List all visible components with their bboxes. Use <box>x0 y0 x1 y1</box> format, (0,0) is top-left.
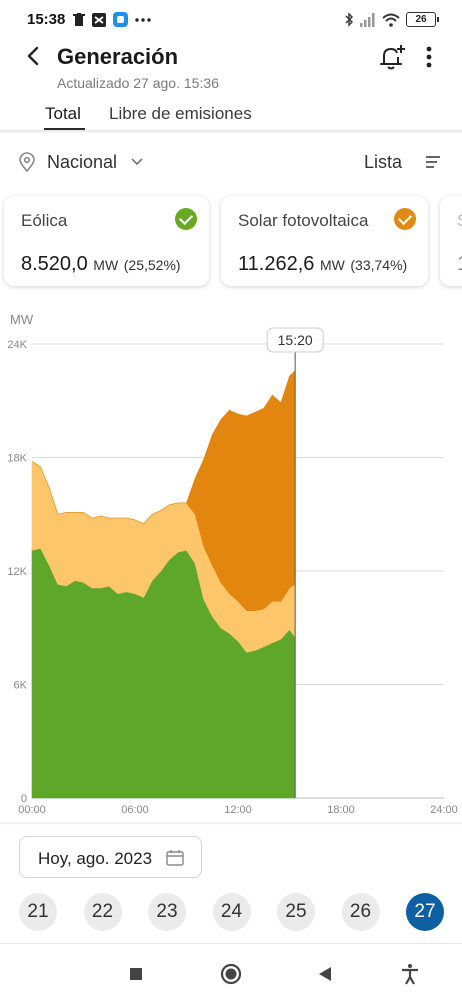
battery-indicator: 26 <box>406 12 439 27</box>
date-label: Hoy, ago. 2023 <box>38 849 153 868</box>
chart-divider <box>0 822 462 825</box>
app-icon <box>113 12 128 27</box>
generation-chart[interactable]: MW 0 6K 12K 18K 24K 00:00 06:00 12:00 18:00 24:00 1… <box>0 300 462 820</box>
day-27[interactable]: 27 <box>406 893 444 931</box>
cursor-tooltip-box <box>266 327 324 353</box>
day-24[interactable]: 24 <box>212 893 251 931</box>
x-tick-label: 06:00 <box>121 804 149 816</box>
card-value: 11.262,6 MW (33,74%) <box>238 253 407 276</box>
y-tick-label: 6K <box>14 680 28 692</box>
system-nav-bar <box>0 950 462 1000</box>
date-picker[interactable]: Hoy, ago. 2023 <box>19 836 202 878</box>
back-triangle-icon[interactable] <box>313 962 337 986</box>
card-percent: (25,52%) <box>123 257 181 273</box>
day-26[interactable]: 26 <box>341 893 380 931</box>
transfer-icon <box>92 12 106 27</box>
bluetooth-icon <box>345 12 353 27</box>
accessibility-icon[interactable] <box>398 962 422 986</box>
day-25[interactable]: 25 <box>277 893 315 931</box>
page-title: Generación <box>57 44 179 69</box>
more-options-icon[interactable] <box>421 44 437 70</box>
calendar-icon[interactable] <box>166 849 184 866</box>
y-tick-label: 24K <box>7 339 27 351</box>
y-tick-label: 18K <box>7 453 27 465</box>
generation-chart-svg[interactable]: MW 0 6K 12K 18K 24K 00:00 06:00 12:00 18:00 24:00 1… <box>0 300 462 820</box>
status-notification-icons <box>73 12 151 27</box>
card-unit: MW <box>93 257 119 273</box>
cursor-label: 15:20 <box>278 332 313 348</box>
card-name: Solar fotovoltaica <box>238 211 369 230</box>
card-mw: 8.520,0 <box>21 253 88 275</box>
card-value: 8.520,0 MW (25,52%) <box>21 253 181 276</box>
status-bar: 15:38 26 <box>0 0 462 40</box>
list-view-button[interactable]: Lista <box>364 152 403 172</box>
day-21[interactable]: 21 <box>19 893 57 931</box>
status-time: 15:38 <box>27 11 66 28</box>
card-eolica[interactable]: Eólica 8.520,0 MW (25,52%) <box>4 196 209 286</box>
x-tick-label: 24:00 <box>430 804 458 816</box>
recents-square-icon[interactable] <box>124 962 148 986</box>
chevron-down-icon[interactable] <box>130 154 144 168</box>
location-pin-icon <box>19 152 35 172</box>
card-mw: 1 <box>457 253 462 276</box>
active-tab-indicator <box>44 128 85 131</box>
card-unit: MW <box>319 257 345 273</box>
filter-row: Nacional Lista <box>0 140 462 184</box>
header-divider <box>0 130 462 134</box>
card-name: Eólica <box>21 211 68 230</box>
day-23[interactable]: 23 <box>148 893 186 931</box>
wifi-icon <box>382 13 400 27</box>
x-tick-label: 12:00 <box>224 804 252 816</box>
app-header: Generación Actualizado 27 ago. 15:36 Tot… <box>0 38 462 131</box>
x-tick-label: 18:00 <box>327 804 355 816</box>
tab-total[interactable]: Total <box>45 104 81 123</box>
add-alert-bell-icon[interactable] <box>378 43 406 71</box>
card-mw: 11.262,6 <box>238 253 315 275</box>
y-tick-label: 12K <box>7 566 27 578</box>
tab-libre-de-emisiones[interactable]: Libre de emisiones <box>109 104 252 123</box>
trash-icon <box>73 13 85 26</box>
signal-icon <box>360 12 375 27</box>
day-22[interactable]: 22 <box>83 893 122 931</box>
list-sort-icon[interactable] <box>425 155 441 169</box>
home-circle-icon[interactable] <box>219 962 243 986</box>
check-icon[interactable] <box>394 208 416 230</box>
y-tick-label: 0 <box>21 793 27 805</box>
more-dots-icon <box>135 17 151 22</box>
day-selector: 21 22 23 24 25 26 27 <box>0 893 462 933</box>
card-partial[interactable]: S 1 <box>440 196 462 286</box>
y-axis-label: MW <box>10 312 34 327</box>
back-arrow-icon[interactable] <box>22 44 46 68</box>
last-updated-text: Actualizado 27 ago. 15:36 <box>57 75 219 91</box>
card-name: S <box>457 211 462 231</box>
status-system-icons <box>345 12 400 27</box>
check-icon[interactable] <box>175 208 197 230</box>
card-percent: (33,74%) <box>350 257 408 273</box>
x-tick-label: 00:00 <box>18 804 46 816</box>
location-selector[interactable]: Nacional <box>47 152 118 172</box>
days-divider <box>0 943 462 944</box>
card-solar-fotovoltaica[interactable]: Solar fotovoltaica 11.262,6 MW (33,74%) <box>221 196 428 286</box>
